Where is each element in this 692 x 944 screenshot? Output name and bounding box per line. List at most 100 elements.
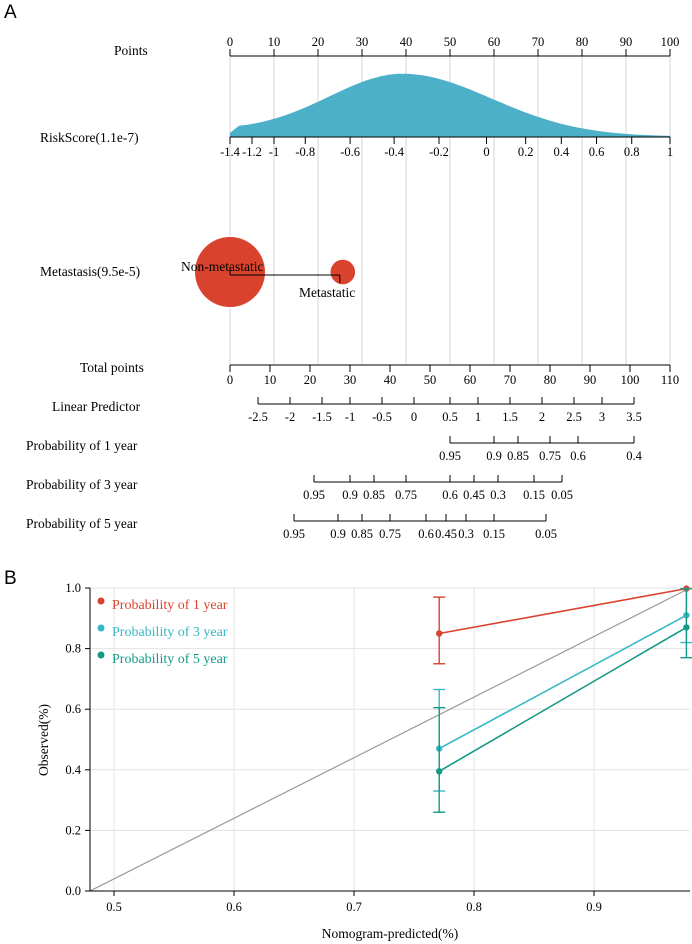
metastatic-bubble bbox=[330, 259, 356, 285]
legend-marker-3-year bbox=[97, 624, 105, 632]
linear-predictor-tick-label-10: 2.5 bbox=[566, 410, 582, 424]
series-line-probability_of_5_year bbox=[438, 626, 687, 772]
prob-1-year-row-label: Probability of 1 year bbox=[26, 438, 138, 453]
legend-item-3-year: Probability of 3 year bbox=[97, 624, 228, 640]
nomogram-panel: A Points RiskScore(1.1e-7) Metastasis(9.… bbox=[4, 2, 679, 541]
total-points-tick-label-80: 80 bbox=[544, 373, 557, 387]
cal-xtick-label-0_7: 0.7 bbox=[346, 900, 362, 914]
prob-1-year-tick-label-0: 0.95 bbox=[439, 449, 461, 463]
total-points-tick-label-70: 70 bbox=[504, 373, 517, 387]
total-points-tick-label-30: 30 bbox=[344, 373, 357, 387]
total-points-axis: 0 10 20 30 40 50 60 70 80 90 100 110 bbox=[227, 364, 679, 387]
legend-marker-1-year bbox=[97, 597, 105, 605]
cal-ytick-label-0_8: 0.8 bbox=[65, 642, 81, 656]
riskscore-tick-label-_1: -1 bbox=[269, 145, 279, 159]
points-tick-label-60: 60 bbox=[488, 35, 501, 49]
linear-predictor-tick-label-11: 3 bbox=[599, 410, 605, 424]
cal-xtick-label-0_8: 0.8 bbox=[466, 900, 482, 914]
calibration-panel: B 0.5 0.6 0.7 0.8 0.9 0.0 0.2 0.4 0.6 0.8 1.0 Prob… bbox=[4, 568, 692, 941]
calibration-legend: Probability of 1 year Probability of 3 y… bbox=[97, 597, 228, 667]
series-line-probability_of_1_year bbox=[439, 587, 687, 635]
linear-predictor-tick-label-1: -2 bbox=[285, 410, 295, 424]
riskscore-tick-label-_1_4: -1.4 bbox=[220, 145, 241, 159]
prob-3-year-tick-label-2: 0.85 bbox=[363, 488, 385, 502]
points-tick-label-10: 10 bbox=[268, 35, 281, 49]
prob-3-year-tick-label-5: 0.45 bbox=[463, 488, 485, 502]
prob-5-year-tick-label-5: 0.45 bbox=[435, 527, 457, 541]
nomogram-axes: 0 10 20 30 40 50 60 70 80 90 100-1.4 -1.2 -1 -0.8 -0.6… bbox=[220, 35, 679, 541]
riskscore-tick-label-0_6: 0.6 bbox=[589, 145, 605, 159]
points-tick-label-30: 30 bbox=[356, 35, 369, 49]
linear-predictor-tick-label-4: -0.5 bbox=[372, 410, 392, 424]
points-tick-label-70: 70 bbox=[532, 35, 545, 49]
total-points-tick-label-50: 50 bbox=[424, 373, 437, 387]
total-points-tick-label-20: 20 bbox=[304, 373, 317, 387]
point-probability_of_1_year-0 bbox=[436, 630, 443, 637]
y-axis-label: Observed(%) bbox=[36, 704, 51, 776]
legend-item-1-year: Probability of 1 year bbox=[97, 597, 228, 613]
ideal-reference-line bbox=[89, 587, 691, 892]
panel-b-label: B bbox=[4, 568, 17, 589]
riskscore-row-label: RiskScore(1.1e-7) bbox=[40, 130, 139, 145]
riskscore-axis: -1.4 -1.2 -1 -0.8 -0.6 -0.4 -0.2 0 0.2 0.4 0.6 0.8 1 bbox=[220, 136, 673, 159]
prob-3-year-row-label: Probability of 3 year bbox=[26, 477, 138, 492]
riskscore-density-area bbox=[230, 73, 670, 137]
riskscore-tick-label-0_8: 0.8 bbox=[624, 145, 640, 159]
cal-ytick-label-0_2: 0.2 bbox=[65, 823, 81, 837]
prob-1-year-axis: 0.95 0.9 0.85 0.75 0.6 0.4 bbox=[439, 436, 643, 463]
prob-5-year-tick-label-4: 0.6 bbox=[418, 527, 434, 541]
linear-predictor-axis: -2.5 -2 -1.5 -1 -0.5 0 0.5 1 1.5 2 2.5 3 3.5 bbox=[248, 397, 642, 424]
riskscore-tick-label-_0_4: -0.4 bbox=[384, 145, 405, 159]
prob-5-year-tick-label-8: 0.05 bbox=[535, 527, 557, 541]
prob-1-year-tick-label-4: 0.6 bbox=[570, 449, 586, 463]
prob-5-year-tick-label-7: 0.15 bbox=[483, 527, 505, 541]
total-points-row-label: Total points bbox=[80, 360, 144, 375]
prob-3-year-tick-label-7: 0.15 bbox=[523, 488, 545, 502]
prob-3-year-tick-label-8: 0.05 bbox=[551, 488, 573, 502]
linear-predictor-tick-label-0: -2.5 bbox=[248, 410, 268, 424]
prob-1-year-tick-label-1: 0.9 bbox=[486, 449, 502, 463]
riskscore-tick-label-_0_2: -0.2 bbox=[429, 145, 449, 159]
metastasis-marks: Non-metastatic Metastatic bbox=[181, 237, 355, 307]
non-metastatic-label: Non-metastatic bbox=[181, 259, 263, 274]
linear-predictor-tick-label-2: -1.5 bbox=[312, 410, 332, 424]
cal-xtick-label-0_9: 0.9 bbox=[586, 900, 602, 914]
riskscore-tick-label-1: 1 bbox=[667, 145, 673, 159]
linear-predictor-tick-label-6: 0.5 bbox=[442, 410, 458, 424]
series-probability_of_1_year bbox=[433, 585, 690, 665]
linear-predictor-tick-label-3: -1 bbox=[345, 410, 355, 424]
cal-xtick-label-0_6: 0.6 bbox=[226, 900, 242, 914]
cal-ytick-label-1_0: 1.0 bbox=[65, 581, 81, 595]
total-points-tick-label-40: 40 bbox=[384, 373, 397, 387]
calibration-series bbox=[433, 585, 692, 813]
total-points-tick-label-10: 10 bbox=[264, 373, 277, 387]
total-points-tick-label-60: 60 bbox=[464, 373, 477, 387]
point-probability_of_5_year-1 bbox=[683, 624, 690, 631]
total-points-tick-label-90: 90 bbox=[584, 373, 597, 387]
point-probability_of_5_year-0 bbox=[436, 768, 443, 775]
total-points-tick-label-100: 100 bbox=[621, 373, 640, 387]
prob-5-year-tick-label-3: 0.75 bbox=[379, 527, 401, 541]
prob-1-year-tick-label-2: 0.85 bbox=[507, 449, 529, 463]
cal-ytick-label-0_6: 0.6 bbox=[65, 702, 81, 716]
prob-5-year-tick-label-0: 0.95 bbox=[283, 527, 305, 541]
prob-5-year-tick-label-1: 0.9 bbox=[330, 527, 346, 541]
series-line-probability_of_3_year bbox=[438, 614, 687, 750]
linear-predictor-tick-label-5: 0 bbox=[411, 410, 417, 424]
linear-predictor-tick-label-8: 1.5 bbox=[502, 410, 518, 424]
points-tick-label-0: 0 bbox=[227, 35, 233, 49]
riskscore-tick-label-0_4: 0.4 bbox=[554, 145, 570, 159]
points-tick-label-40: 40 bbox=[400, 35, 413, 49]
cal-ytick-label-0_0: 0.0 bbox=[65, 884, 81, 898]
linear-predictor-tick-label-12: 3.5 bbox=[626, 410, 642, 424]
points-tick-label-100: 100 bbox=[661, 35, 680, 49]
points-tick-label-90: 90 bbox=[620, 35, 633, 49]
panel-a-label: A bbox=[4, 2, 17, 23]
prob-5-year-row-label: Probability of 5 year bbox=[26, 516, 138, 531]
points-axis: 0 10 20 30 40 50 60 70 80 90 100 bbox=[227, 35, 680, 57]
linear-predictor-tick-label-7: 1 bbox=[475, 410, 481, 424]
linear-predictor-tick-label-9: 2 bbox=[539, 410, 545, 424]
prob-5-year-axis: 0.95 0.9 0.85 0.75 0.6 0.45 0.3 0.15 0.05 bbox=[283, 514, 557, 541]
riskscore-tick-label-0_2: 0.2 bbox=[518, 145, 534, 159]
legend-marker-5-year bbox=[97, 651, 105, 659]
